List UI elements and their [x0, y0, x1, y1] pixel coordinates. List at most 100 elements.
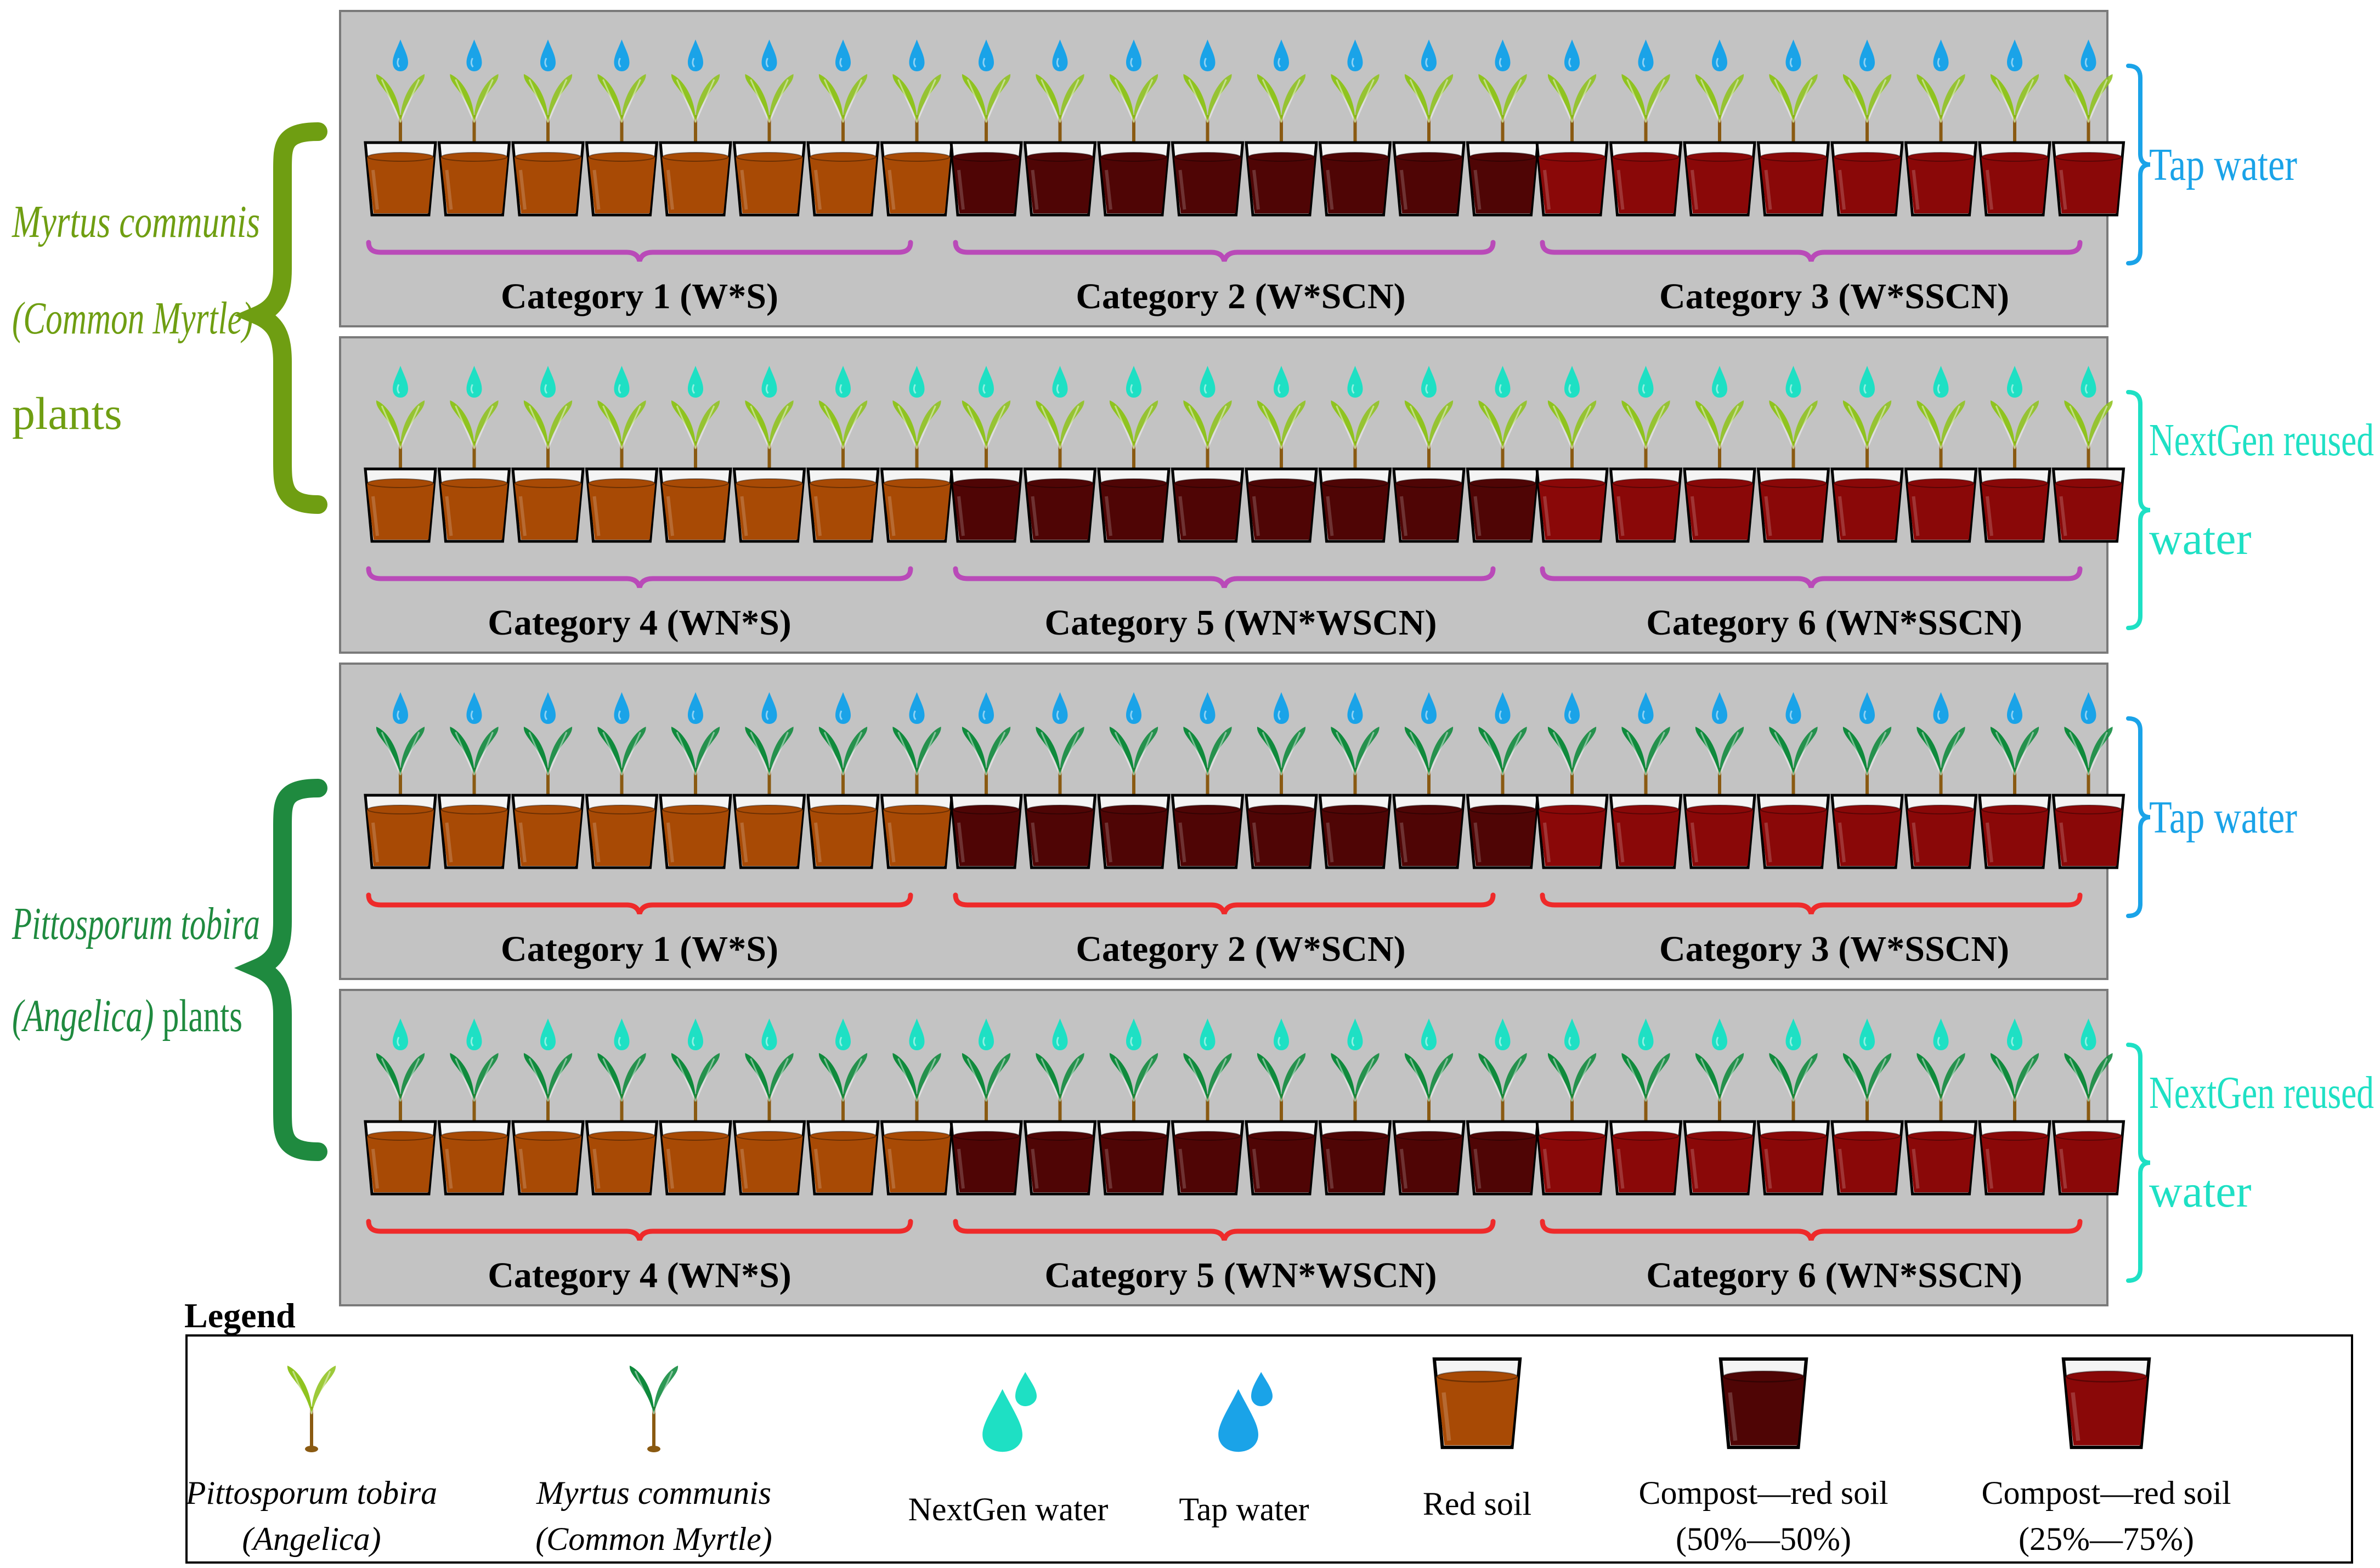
compost-50-pot-icon [949, 467, 1023, 543]
nextgen-water-drop-icon [1274, 1018, 1289, 1050]
legend-item-label: Pittosporum tobira [185, 1475, 437, 1511]
nextgen-water-drop-icon [2081, 366, 2096, 398]
tap-water-drop-icon [1638, 39, 1654, 71]
tap-water-drop-icon [1200, 39, 1216, 71]
nextgen-water-bracket [2126, 390, 2151, 630]
nextgen-water-drop-icon [540, 366, 556, 398]
category-bracket [366, 240, 913, 262]
red-soil-pot-icon [659, 467, 732, 543]
tap-water-drop-icon [979, 39, 994, 71]
nextgen-water-drop-icon [909, 366, 925, 398]
red-soil-pot-icon [806, 141, 880, 217]
nextgen-water-drop-icon [1274, 366, 1289, 398]
nextgen-water-drop-icon [614, 366, 630, 398]
red-soil-pot-icon [806, 794, 880, 869]
nextgen-water-drop-icon [1200, 1018, 1216, 1050]
compost-25-pot-icon [1978, 141, 2051, 217]
nextgen-water-drop-icon [982, 1372, 1037, 1452]
nextgen-water-drop-icon [1421, 1018, 1437, 1050]
angelica-plant-icon [2064, 1053, 2113, 1135]
compost-50-pot-icon [949, 794, 1023, 869]
compost-25-pot-icon [1609, 1120, 1683, 1196]
category-bracket [953, 1219, 1496, 1241]
treatment-panels: Category 1 (W*S) Category 2 (W*SCN) Catego… [339, 10, 2125, 1306]
tap-water-drop-icon [1495, 692, 1511, 724]
legend-item: Myrtus communis (Common Myrtle) [535, 1366, 772, 1557]
tap-water-drop-icon [2081, 692, 2096, 724]
nextgen-water-drop-icon [1933, 1018, 1949, 1050]
compost-25-pot-icon [1683, 1120, 1756, 1196]
red-soil-pot-icon [880, 141, 954, 217]
red-soil-pot-icon [437, 794, 511, 869]
nextgen-water-drop-icon [393, 1018, 408, 1050]
nextgen-water-drop-icon [761, 366, 777, 398]
nextgen-water-drop-icon [1785, 1018, 1801, 1050]
compost-50-pot-icon [1097, 467, 1171, 543]
category-label: Category 5 (WN*WSCN) [1045, 603, 1437, 643]
category-label: Category 2 (W*SCN) [1076, 276, 1405, 316]
nextgen-water-drop-icon [835, 1018, 851, 1050]
legend-item-label: NextGen water [908, 1491, 1109, 1527]
compost-25-pot-icon [2051, 794, 2125, 869]
compost-50-pot-icon [1466, 141, 1540, 217]
compost-25-pot-icon [1535, 1120, 1609, 1196]
red-soil-pot-icon [511, 1120, 585, 1196]
tap-water-label: Tap water [2149, 792, 2297, 843]
red-soil-pot-icon [732, 141, 806, 217]
category-label: Category 6 (WN*SSCN) [1646, 603, 2022, 643]
tap-water-drop-icon [393, 39, 408, 71]
legend-item-sublabel: (25%—75%) [2019, 1521, 2194, 1557]
nextgen-water-drop-icon [1712, 1018, 1727, 1050]
compost-25-pot-icon [1683, 141, 1756, 217]
angelica-plant-icon [671, 1053, 720, 1135]
category-bracket [366, 566, 913, 588]
nextgen-water-drop-icon [1052, 1018, 1068, 1050]
red-soil-pot-icon [659, 141, 732, 217]
legend-item: Compost—red soil (50%—50%) [1638, 1357, 1889, 1557]
treatment-row: Category 4 (WN*S) Category 5 (WN*WSCN) Cat… [339, 336, 2125, 654]
tap-water-drop-icon [1347, 692, 1363, 724]
myrtle-plant-icon [818, 74, 868, 156]
tap-water-drop-icon [1274, 39, 1289, 71]
compost-25-pot-icon [1535, 141, 1609, 217]
tap-water-bracket [2126, 716, 2151, 918]
myrtle-plant-icon [629, 1366, 679, 1448]
compost-25-pot-icon [1978, 1120, 2051, 1196]
treatment-row: Category 1 (W*S) Category 2 (W*SCN) Catego… [339, 663, 2125, 980]
nextgen-water-drop-icon [614, 1018, 630, 1050]
red-soil-pot-icon [806, 467, 880, 543]
nextgen-water-drop-icon [1712, 366, 1727, 398]
angelica-plant-icon [597, 727, 646, 809]
nextgen-water-label-line2: water [2149, 513, 2252, 564]
legend-items: Pittosporum tobira (Angelica) Myrtus commu… [185, 1357, 2231, 1557]
compost-50-pot-icon [1392, 141, 1466, 217]
legend-item-label: Compost—red soil [1981, 1475, 2231, 1511]
compost-50-pot-icon [1392, 467, 1466, 543]
red-soil-pot-icon [1432, 1357, 1522, 1450]
tap-water-drop-icon [1218, 1372, 1273, 1452]
compost-50-pot-icon [1023, 794, 1097, 869]
legend-item-sublabel: (50%—50%) [1676, 1521, 1851, 1557]
tap-water-drop-icon [1785, 39, 1801, 71]
nextgen-water-drop-icon [466, 1018, 482, 1050]
nextgen-water-drop-icon [1859, 1018, 1875, 1050]
compost-50-pot-icon [1718, 1357, 1808, 1450]
angelica-common-name: (Angelica) plants [12, 990, 242, 1041]
nextgen-water-drop-icon [909, 1018, 925, 1050]
nextgen-water-drop-icon [761, 1018, 777, 1050]
angelica-plant-icon [1547, 1053, 1597, 1135]
compost-25-pot-icon [1830, 1120, 1904, 1196]
category-bracket [366, 892, 913, 915]
red-soil-pot-icon [511, 467, 585, 543]
tap-water-drop-icon [1638, 692, 1654, 724]
myrtle-plant-icon [450, 400, 499, 483]
nextgen-water-bracket [2126, 1043, 2151, 1283]
compost-25-pot-icon [1830, 141, 1904, 217]
tap-water-drop-icon [688, 692, 703, 724]
tap-water-drop-icon [979, 692, 994, 724]
compost-50-pot-icon [1392, 794, 1466, 869]
compost-25-pot-icon [1535, 467, 1609, 543]
nextgen-water-drop-icon [1638, 366, 1654, 398]
myrtle-species-name: Myrtus communis [12, 196, 260, 247]
angelica-plants-text: plants [154, 990, 242, 1041]
